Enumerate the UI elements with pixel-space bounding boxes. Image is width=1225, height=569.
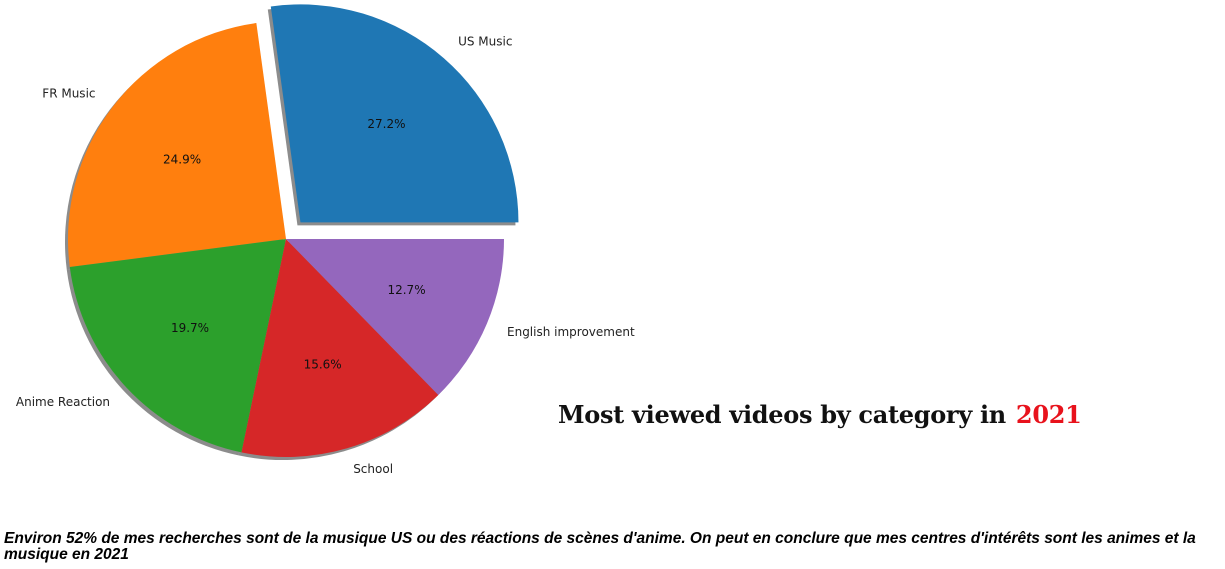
category-label-english-improvement: English improvement — [507, 325, 635, 339]
category-label-us-music: US Music — [458, 35, 512, 49]
pct-label-fr-music: 24.9% — [163, 153, 201, 167]
pct-label-english-improvement: 12.7% — [387, 283, 425, 297]
category-label-fr-music: FR Music — [42, 86, 95, 100]
pie-slice-school — [241, 239, 439, 457]
category-label-anime-reaction: Anime Reaction — [16, 395, 110, 409]
pct-label-us-music: 27.2% — [367, 117, 405, 131]
pie-slice-us-music — [270, 4, 519, 223]
category-label-school: School — [353, 462, 393, 476]
caption-text: Environ 52% de mes recherches sont de la… — [4, 530, 1196, 563]
pie-slice-anime-reaction — [69, 239, 286, 453]
chart-title: Most viewed videos by category in 2021 — [558, 400, 1082, 429]
pie-slice-fr-music — [68, 23, 286, 267]
pct-label-school: 15.6% — [304, 358, 342, 372]
pie-slice-english-improvement — [286, 239, 504, 395]
pct-label-anime-reaction: 19.7% — [171, 321, 209, 335]
chart-title-year: 2021 — [1015, 400, 1082, 429]
chart-title-text: Most viewed videos by category in — [558, 400, 1006, 429]
